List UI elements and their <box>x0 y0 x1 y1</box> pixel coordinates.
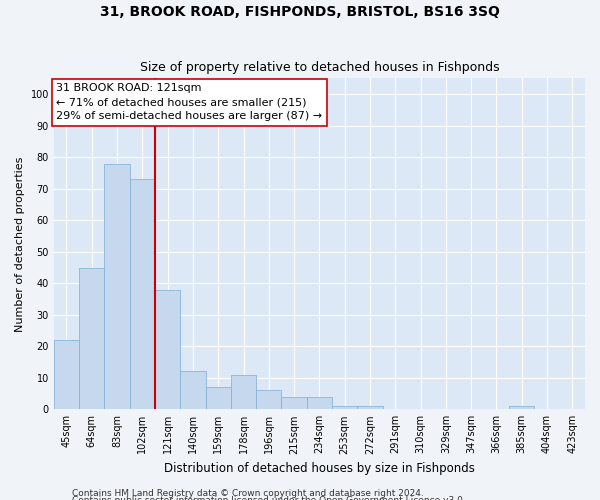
Bar <box>307 396 332 409</box>
Bar <box>104 164 130 410</box>
Bar <box>206 387 231 409</box>
Text: Contains HM Land Registry data © Crown copyright and database right 2024.: Contains HM Land Registry data © Crown c… <box>72 488 424 498</box>
Text: 31 BROOK ROAD: 121sqm
← 71% of detached houses are smaller (215)
29% of semi-det: 31 BROOK ROAD: 121sqm ← 71% of detached … <box>56 84 323 122</box>
Bar <box>180 372 206 410</box>
Y-axis label: Number of detached properties: Number of detached properties <box>15 156 25 332</box>
Bar <box>231 374 256 410</box>
Title: Size of property relative to detached houses in Fishponds: Size of property relative to detached ho… <box>140 62 499 74</box>
Bar <box>79 268 104 410</box>
Text: 31, BROOK ROAD, FISHPONDS, BRISTOL, BS16 3SQ: 31, BROOK ROAD, FISHPONDS, BRISTOL, BS16… <box>100 5 500 19</box>
Text: Contains public sector information licensed under the Open Government Licence v3: Contains public sector information licen… <box>72 496 466 500</box>
Bar <box>358 406 383 409</box>
Bar <box>509 406 535 409</box>
Bar <box>155 290 180 410</box>
Bar <box>256 390 281 409</box>
Bar <box>281 396 307 409</box>
X-axis label: Distribution of detached houses by size in Fishponds: Distribution of detached houses by size … <box>164 462 475 475</box>
Bar <box>332 406 358 409</box>
Bar <box>54 340 79 409</box>
Bar <box>130 180 155 410</box>
